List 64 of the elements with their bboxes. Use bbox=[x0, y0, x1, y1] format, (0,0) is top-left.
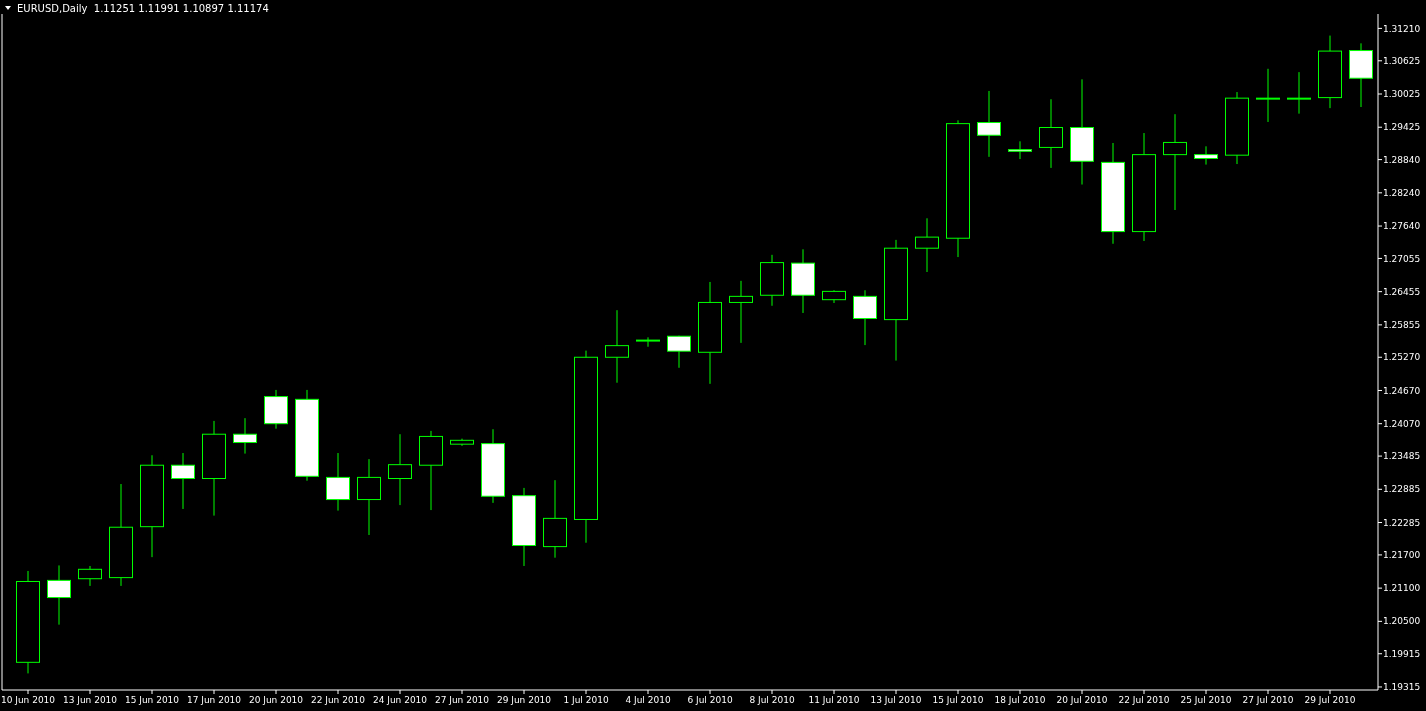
y-tick-label: 1.24670 bbox=[1383, 385, 1421, 396]
x-tick-label: 20 Jul 2010 bbox=[1056, 695, 1108, 705]
candlestick bbox=[1163, 113, 1187, 211]
candlestick bbox=[853, 289, 877, 346]
x-tick-label: 22 Jun 2010 bbox=[310, 695, 366, 705]
y-tick-label: 1.30625 bbox=[1383, 55, 1421, 66]
y-tick-label: 1.21100 bbox=[1383, 583, 1421, 594]
x-tick-label: 27 Jul 2010 bbox=[1242, 695, 1294, 705]
y-tick-label: 1.19315 bbox=[1383, 682, 1421, 693]
x-tick-label: 24 Jun 2010 bbox=[372, 695, 428, 705]
y-tick-label: 1.25270 bbox=[1383, 352, 1421, 363]
y-tick-label: 1.28840 bbox=[1383, 154, 1421, 165]
candlestick bbox=[388, 433, 412, 506]
y-tick-label: 1.25855 bbox=[1383, 320, 1421, 331]
x-tick-label: 10 Jun 2010 bbox=[0, 695, 56, 705]
candlestick bbox=[667, 335, 691, 369]
y-tick-label: 1.30025 bbox=[1383, 89, 1421, 100]
candlestick bbox=[1287, 71, 1311, 115]
y-tick-label: 1.22885 bbox=[1383, 484, 1421, 495]
x-tick-label: 11 Jul 2010 bbox=[808, 695, 860, 705]
y-tick-label: 1.24070 bbox=[1383, 418, 1421, 429]
x-tick-label: 20 Jun 2010 bbox=[248, 695, 304, 705]
x-tick-label: 15 Jul 2010 bbox=[932, 695, 984, 705]
candlestick bbox=[171, 452, 195, 510]
x-tick-label: 25 Jul 2010 bbox=[1180, 695, 1232, 705]
candlestick bbox=[977, 90, 1001, 158]
candlestick bbox=[1039, 98, 1063, 169]
y-tick-label: 1.27640 bbox=[1383, 221, 1421, 232]
candlestick bbox=[357, 458, 381, 536]
x-tick-label: 13 Jul 2010 bbox=[870, 695, 922, 705]
x-tick-label: 6 Jul 2010 bbox=[687, 695, 733, 705]
x-tick-label: 27 Jun 2010 bbox=[434, 695, 490, 705]
x-tick-label: 22 Jul 2010 bbox=[1118, 695, 1170, 705]
y-tick-label: 1.23485 bbox=[1383, 451, 1421, 462]
x-tick-label: 8 Jul 2010 bbox=[749, 695, 795, 705]
y-tick-label: 1.22285 bbox=[1383, 517, 1421, 528]
x-tick-label: 4 Jul 2010 bbox=[625, 695, 671, 705]
candlestick bbox=[1256, 68, 1280, 123]
candlestick bbox=[915, 217, 939, 273]
candlestick bbox=[78, 565, 102, 587]
y-tick-label: 1.29425 bbox=[1383, 122, 1421, 133]
candlestick bbox=[729, 280, 753, 344]
candlestick bbox=[605, 309, 629, 384]
candlestick bbox=[326, 452, 350, 512]
y-tick-label: 1.20500 bbox=[1383, 616, 1421, 627]
x-tick-label: 13 Jun 2010 bbox=[62, 695, 118, 705]
y-tick-label: 1.21700 bbox=[1383, 550, 1421, 561]
x-tick-label: 1 Jul 2010 bbox=[563, 695, 609, 705]
y-tick-label: 1.28240 bbox=[1383, 187, 1421, 198]
y-tick-label: 1.26455 bbox=[1383, 286, 1421, 297]
candlestick bbox=[1194, 145, 1218, 166]
candlestick bbox=[1008, 140, 1032, 160]
candlestick bbox=[233, 417, 257, 455]
x-tick-label: 29 Jul 2010 bbox=[1304, 695, 1356, 705]
x-tick-label: 29 Jun 2010 bbox=[496, 695, 552, 705]
candlestick bbox=[636, 336, 660, 348]
x-tick-label: 15 Jun 2010 bbox=[124, 695, 180, 705]
y-tick-label: 1.31210 bbox=[1383, 23, 1421, 34]
y-tick-label: 1.27055 bbox=[1383, 253, 1421, 264]
chart-title: EURUSD,Daily 1.11251 1.11991 1.10897 1.11174 bbox=[17, 3, 269, 14]
candlestick bbox=[47, 564, 71, 626]
x-tick-label: 17 Jun 2010 bbox=[186, 695, 242, 705]
y-tick-label: 1.19915 bbox=[1383, 648, 1421, 659]
x-tick-label: 18 Jul 2010 bbox=[994, 695, 1046, 705]
